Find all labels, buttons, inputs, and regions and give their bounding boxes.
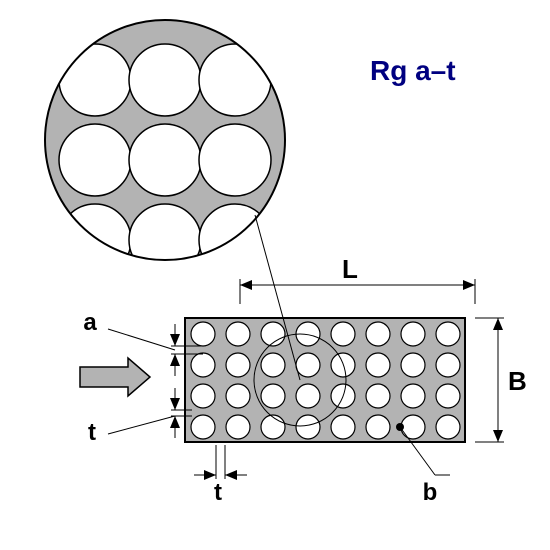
hole <box>191 322 215 346</box>
hole <box>436 384 460 408</box>
label-b: b <box>423 479 438 506</box>
hole <box>191 353 215 377</box>
label-t-left: t <box>88 419 96 446</box>
hole <box>366 322 390 346</box>
perforated-sheet <box>185 318 465 442</box>
hole <box>366 353 390 377</box>
hole <box>366 384 390 408</box>
hole <box>436 353 460 377</box>
hole <box>331 322 355 346</box>
hole <box>401 322 425 346</box>
diagram-svg: L Ba t t b <box>0 0 550 550</box>
hole <box>436 322 460 346</box>
hole <box>226 384 250 408</box>
diagram-container: { "title": { "text": "Rg a–t", "color": … <box>0 0 550 550</box>
hole <box>226 415 250 439</box>
inset-detail <box>45 20 285 276</box>
hole <box>296 415 320 439</box>
hole <box>401 353 425 377</box>
hole <box>296 384 320 408</box>
label-B: B <box>508 366 527 396</box>
label-t-bottom: t <box>214 479 222 506</box>
hole <box>366 415 390 439</box>
label-a: a <box>83 309 97 336</box>
hole <box>261 384 285 408</box>
hole <box>296 353 320 377</box>
hole <box>226 353 250 377</box>
hole <box>401 384 425 408</box>
hole <box>261 353 285 377</box>
hole <box>261 415 285 439</box>
label-L: L <box>342 254 358 284</box>
hole <box>331 415 355 439</box>
hole <box>191 384 215 408</box>
hole <box>191 415 215 439</box>
direction-arrow <box>80 358 150 396</box>
diagram-title: Rg a–t <box>370 55 456 87</box>
hole <box>226 322 250 346</box>
hole <box>436 415 460 439</box>
hole <box>401 415 425 439</box>
